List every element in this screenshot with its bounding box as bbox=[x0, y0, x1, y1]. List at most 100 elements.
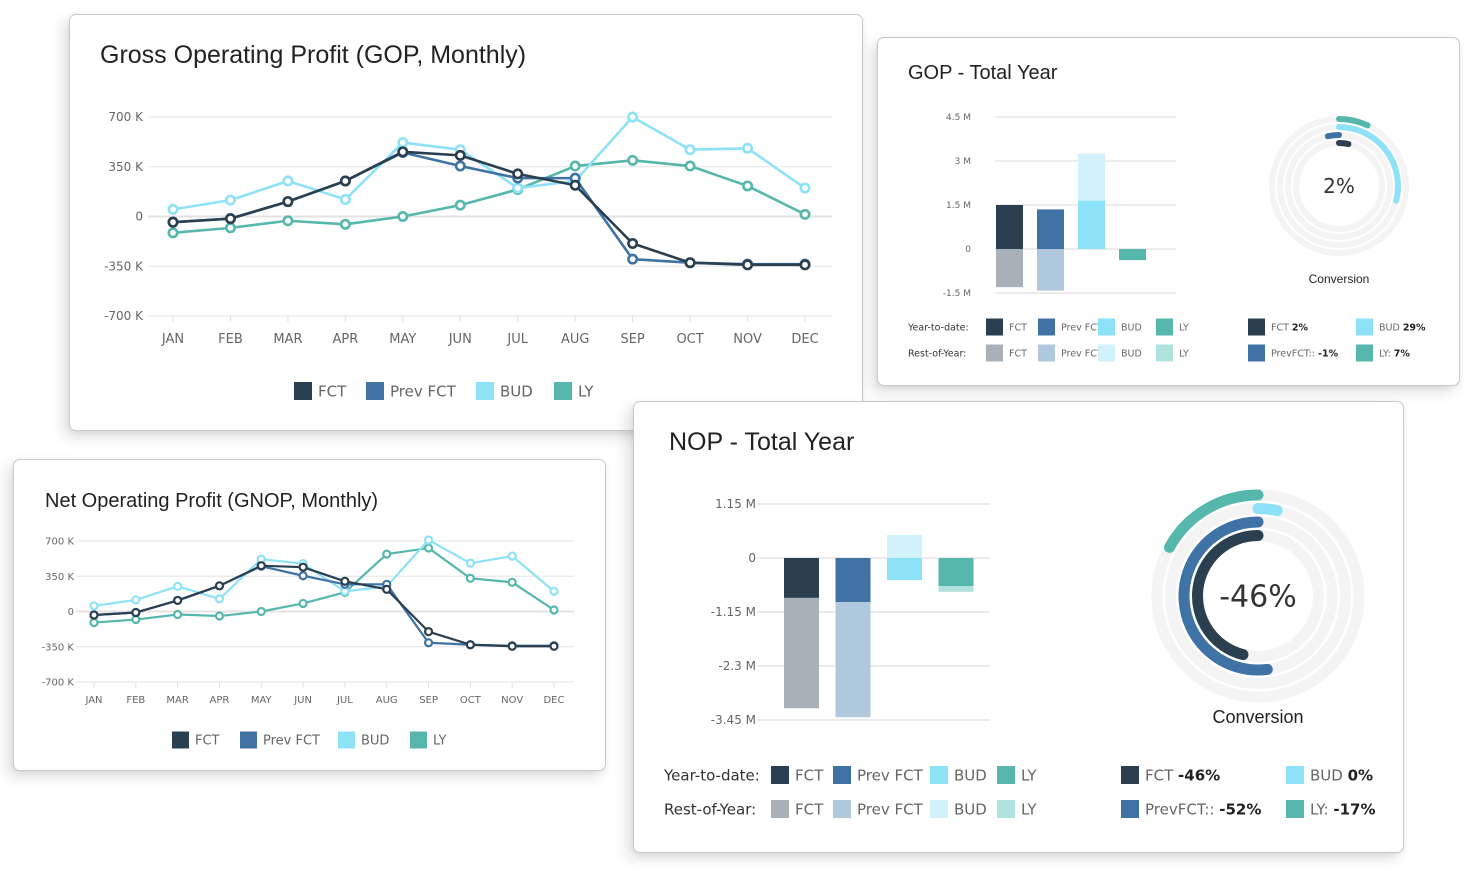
x-tick-label: MAY bbox=[251, 695, 273, 706]
gop-total-card: GOP - Total Year 4.5 M 3 M 1.5 M 0 -1.5 M 2% C… bbox=[877, 37, 1460, 386]
x-tick-label: AUG bbox=[561, 332, 589, 347]
data-point-fct bbox=[224, 213, 236, 225]
bar-roy-fct bbox=[784, 597, 819, 709]
data-point-fct bbox=[684, 257, 696, 269]
y-tick-label: -700 K bbox=[104, 309, 144, 323]
donut-arc-prev-fct bbox=[1324, 132, 1342, 140]
legend-label-ytd-fct: FCT bbox=[795, 766, 824, 784]
y-tick-label: 4.5 M bbox=[946, 113, 971, 123]
bar-roy-bud bbox=[887, 534, 922, 558]
legend-swatch-roy-prev-fct bbox=[1038, 344, 1055, 362]
data-point-bud bbox=[627, 111, 639, 123]
data-point-bud bbox=[214, 594, 225, 604]
donut-center-value: 2% bbox=[1323, 174, 1355, 198]
kpi-bud: BUD 29% bbox=[1379, 322, 1426, 333]
nop-monthly-title: Net Operating Profit (GNOP, Monthly) bbox=[45, 490, 379, 512]
kpi-ly: LY: 7% bbox=[1379, 348, 1410, 359]
x-tick-label: JAN bbox=[161, 332, 184, 347]
data-point-fct bbox=[339, 175, 351, 187]
legend-swatch-roy-prev-fct bbox=[833, 800, 851, 818]
data-point-bud bbox=[131, 595, 141, 605]
bar-roy-fct bbox=[996, 249, 1023, 288]
data-point-ly bbox=[507, 577, 517, 587]
bar-ytd-bud bbox=[1078, 200, 1105, 249]
x-tick-label: OCT bbox=[676, 332, 703, 347]
donut-center-value: -46% bbox=[1219, 580, 1297, 615]
kpi-label: BUD bbox=[1310, 766, 1348, 784]
kpi-value: 7% bbox=[1394, 348, 1411, 359]
legend-swatch-bud bbox=[338, 731, 355, 749]
y-tick-label: 0 bbox=[135, 210, 143, 224]
kpi-ly: LY: -17% bbox=[1310, 800, 1376, 818]
data-point-ly bbox=[214, 611, 225, 621]
donut-label: Conversion bbox=[1212, 707, 1303, 727]
data-point-ly bbox=[569, 160, 581, 172]
kpi-label: FCT bbox=[1271, 322, 1292, 333]
data-point-fct bbox=[89, 610, 99, 620]
donut-arc-bud bbox=[1336, 124, 1401, 204]
legend-label-prev-fct: Prev FCT bbox=[263, 734, 320, 749]
y-tick-label: 1.15 M bbox=[715, 497, 756, 511]
nop-total-chart: 1.15 M 0 -1.15 M -2.3 M -3.45 M -46% Conversio… bbox=[663, 489, 1376, 818]
legend-swatch-fct bbox=[294, 382, 312, 400]
data-point-ly bbox=[423, 543, 434, 553]
y-tick-label: -1.5 M bbox=[943, 289, 971, 299]
data-point-fct bbox=[256, 561, 266, 571]
x-tick-label: DEC bbox=[543, 695, 564, 706]
x-tick-label: JUN bbox=[293, 695, 312, 706]
kpi-swatch-ly bbox=[1356, 344, 1373, 362]
kpi-label: LY: bbox=[1379, 348, 1394, 359]
donut-arc-fct bbox=[1336, 140, 1352, 148]
data-point-bud bbox=[89, 601, 99, 611]
data-point-fct bbox=[799, 259, 811, 271]
legend-swatch-bud bbox=[476, 382, 494, 400]
data-point-fct bbox=[507, 641, 517, 651]
kpi-bud: BUD 0% bbox=[1310, 766, 1373, 784]
data-point-bud bbox=[167, 203, 179, 215]
data-point-ly bbox=[397, 211, 409, 223]
bar-roy-bud bbox=[1078, 153, 1105, 201]
data-point-bud bbox=[397, 137, 409, 149]
donut-arc-prev-fct bbox=[1178, 516, 1273, 676]
legend-swatch-ly bbox=[554, 382, 572, 400]
data-point-fct bbox=[282, 196, 294, 208]
data-point-ly bbox=[684, 160, 696, 172]
x-tick-label: FEB bbox=[218, 332, 243, 347]
kpi-fct: FCT -46% bbox=[1145, 766, 1220, 784]
y-tick-label: 0 bbox=[68, 607, 74, 618]
data-point-ly bbox=[799, 208, 811, 220]
bar-ytd-ly bbox=[938, 558, 974, 587]
data-point-fct bbox=[397, 146, 409, 158]
x-tick-label: MAR bbox=[166, 695, 188, 706]
nop-total-title: NOP - Total Year bbox=[669, 428, 855, 456]
legend-swatch-ytd-fct bbox=[986, 318, 1003, 336]
legend-label-ytd-fct: FCT bbox=[1009, 322, 1027, 333]
data-point-ly bbox=[549, 605, 559, 615]
kpi-value: 2% bbox=[1292, 322, 1309, 333]
data-point-fct bbox=[454, 149, 466, 161]
data-point-ly bbox=[627, 154, 639, 166]
data-point-bud bbox=[465, 558, 475, 568]
x-tick-label: NOV bbox=[733, 332, 762, 347]
y-tick-label: -700 K bbox=[42, 678, 75, 689]
data-point-ly bbox=[167, 227, 179, 239]
data-point-prev-fct bbox=[627, 253, 639, 265]
kpi-swatch-fct bbox=[1121, 766, 1139, 784]
legend-label-roy-prev-fct: Prev FCT bbox=[857, 800, 924, 818]
y-tick-label: 700 K bbox=[45, 537, 74, 548]
data-point-bud bbox=[684, 144, 696, 156]
legend-label-roy-bud: BUD bbox=[954, 800, 987, 818]
nop-monthly-chart: 700 K 350 K 0 -350 K -700 K JAN FEB MAR APR MAY JU… bbox=[42, 535, 574, 749]
legend-swatch-roy-ly bbox=[997, 800, 1015, 818]
x-tick-label: MAR bbox=[273, 332, 302, 347]
donut-arc-bud bbox=[1252, 503, 1283, 517]
data-point-ly bbox=[742, 180, 754, 192]
legend-label-prev-fct: Prev FCT bbox=[390, 382, 457, 400]
kpi-swatch-prev-fct bbox=[1121, 800, 1139, 818]
data-point-prev-fct bbox=[298, 571, 308, 581]
data-point-fct bbox=[340, 576, 350, 586]
kpi-label: FCT bbox=[1145, 766, 1178, 784]
kpi-label: PrevFCT:: bbox=[1271, 348, 1318, 359]
x-tick-label: APR bbox=[332, 332, 358, 347]
kpi-fct: FCT 2% bbox=[1271, 322, 1309, 333]
